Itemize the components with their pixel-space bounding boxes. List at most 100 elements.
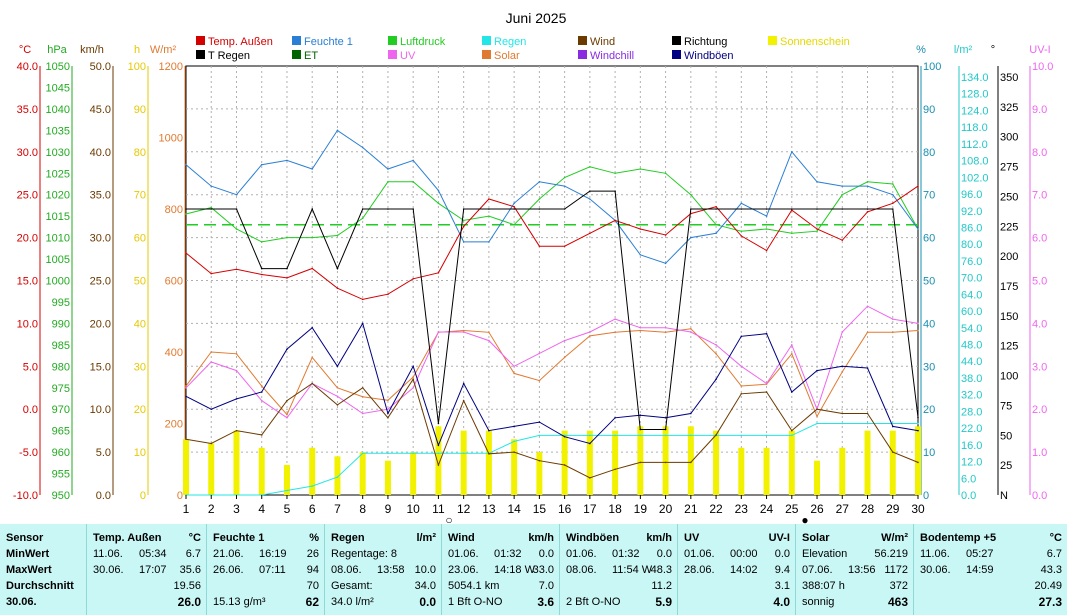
- point-uv: [437, 331, 440, 333]
- stats-value: 0.0: [538, 548, 554, 560]
- legend-swatch: [482, 36, 491, 45]
- point-windb-en: [437, 444, 440, 447]
- point-temp-au-en: [235, 268, 238, 271]
- axis-tick-label: 200: [165, 419, 183, 431]
- sunshine-bar: [233, 430, 240, 495]
- axis-tick-label: 20.0: [90, 318, 111, 330]
- point-wind: [538, 459, 541, 462]
- stats-value: 11.2: [651, 580, 672, 592]
- x-tick-label: 5: [284, 502, 291, 516]
- axis-tick-label: 990: [52, 318, 70, 330]
- axis-tick-label: 118.0: [961, 122, 988, 134]
- sunshine-bar: [334, 456, 341, 495]
- point-temp-au-en: [563, 245, 566, 247]
- legend-label: Wind: [590, 36, 615, 48]
- point-luftdruck: [412, 181, 414, 183]
- stats-row: 26.06. 07:11 94: [213, 562, 319, 578]
- sunshine-bar: [208, 443, 215, 495]
- stats-section: UV UV-I 01.06. 00:00 0.0 28.06. 14:02 9.4 3.1 4.0: [677, 524, 796, 615]
- stats-row: 2 Bft O-NO 5.9: [566, 594, 672, 610]
- stats-date: 1 Bft O-NO: [448, 596, 503, 608]
- stats-row: sonnig 463: [802, 594, 908, 610]
- sunshine-bar: [183, 439, 189, 495]
- weather-chart: Juni 2025 Temp. Außen Feuchte 1 Luftdruck R…: [13, 10, 1054, 524]
- axis-tick-label: 600: [165, 276, 183, 288]
- axis-tick-label: 40.0: [17, 61, 38, 73]
- sunshine-bar: [536, 452, 543, 495]
- point-luftdruck: [790, 232, 793, 235]
- axis-tick-label: 134.0: [961, 72, 989, 84]
- axis-tick-label: 980: [52, 361, 70, 373]
- point-windb-en: [336, 365, 339, 368]
- stats-row: 28.06. 14:02 9.4: [684, 562, 790, 578]
- point-richtung: [816, 208, 818, 210]
- point-windb-en: [260, 391, 263, 393]
- stats-value: 19.56: [173, 580, 201, 592]
- point-solar: [361, 395, 364, 398]
- point-feuchte-1: [437, 189, 440, 192]
- point-wind: [462, 399, 465, 402]
- stats-row: 3.1: [684, 578, 790, 594]
- point-luftdruck: [765, 228, 768, 230]
- point-solar: [639, 329, 642, 332]
- x-tick-label: 19: [634, 502, 648, 516]
- point-luftdruck: [816, 230, 818, 232]
- axis-tick-label: 64.0: [961, 289, 982, 301]
- axis-tick-label: 80.0: [961, 239, 982, 251]
- axis-tick-label: 275: [1000, 162, 1018, 174]
- axis-tick-label: 70.0: [961, 273, 982, 285]
- axis-unit: h: [134, 44, 140, 56]
- legend-swatch: [482, 50, 491, 59]
- point-solar: [538, 379, 541, 382]
- axis-tick-label: 5.0: [96, 447, 111, 459]
- point-luftdruck: [488, 215, 490, 217]
- point-feuchte-1: [841, 185, 844, 187]
- x-tick-label: 24: [760, 502, 774, 516]
- point-solar: [715, 352, 717, 355]
- stats-time: 14:18 W: [494, 564, 535, 576]
- axis-tick-label: 15.0: [17, 276, 38, 288]
- point-wind: [740, 392, 743, 395]
- point-temp-au-en: [639, 228, 642, 230]
- stats-date: 11.06.: [920, 548, 950, 560]
- stats-value: 0.0: [419, 595, 436, 609]
- axis-tick-label: 90: [134, 104, 146, 116]
- point-luftdruck: [513, 223, 515, 226]
- point-feuchte-1: [538, 181, 541, 183]
- point-solar: [664, 331, 667, 334]
- axis-tick-label: 6.0: [961, 473, 976, 485]
- axis-tick-label: 5.0: [1032, 276, 1047, 288]
- stats-section: Bodentemp +5 °C 11.06. 05:27 6.7 30.06. 14:59 4…: [913, 524, 1067, 615]
- point-regen: [286, 489, 288, 492]
- stats-value: 27.3: [1038, 595, 1062, 609]
- axis-tick-label: 54.0: [961, 323, 982, 335]
- point-feuchte-1: [690, 236, 692, 239]
- point-feuchte-1: [664, 262, 667, 265]
- point-solar: [866, 331, 869, 334]
- point-feuchte-1: [790, 151, 793, 153]
- point-uv: [563, 339, 566, 342]
- section-unit: °C: [1049, 532, 1062, 544]
- axes: °C 40.0 35.0 30.0 25.0 20.0 15.0 10.0 5.0 0.0 -5.0…: [13, 44, 1054, 502]
- sensor-labels: Sensor MinWert MaxWert Durchschnitt 30.0…: [0, 524, 86, 615]
- axis-tick-label: 25: [1000, 460, 1012, 472]
- axis-tick-label: 10.0: [1032, 61, 1053, 73]
- point-uv: [488, 339, 490, 342]
- stats-value: 26.0: [177, 595, 201, 609]
- point-luftdruck: [462, 219, 465, 222]
- legend-swatch: [672, 50, 681, 59]
- sunshine-bar: [359, 452, 366, 495]
- axis-tick-label: 955: [52, 469, 70, 481]
- axis-tick-label: 0.0: [23, 404, 38, 416]
- point-uv: [841, 331, 844, 333]
- stats-value: 70: [306, 580, 319, 592]
- stats-date: Elevation: [802, 548, 848, 560]
- stats-date: 08.06.: [566, 564, 597, 576]
- axis-unit: °: [991, 44, 995, 56]
- point-uv: [765, 382, 768, 385]
- stats-value: 6.7: [1046, 548, 1062, 560]
- axis-tick-label: 400: [165, 347, 183, 359]
- point-windb-en: [917, 429, 919, 432]
- sunshine-bar: [460, 430, 467, 495]
